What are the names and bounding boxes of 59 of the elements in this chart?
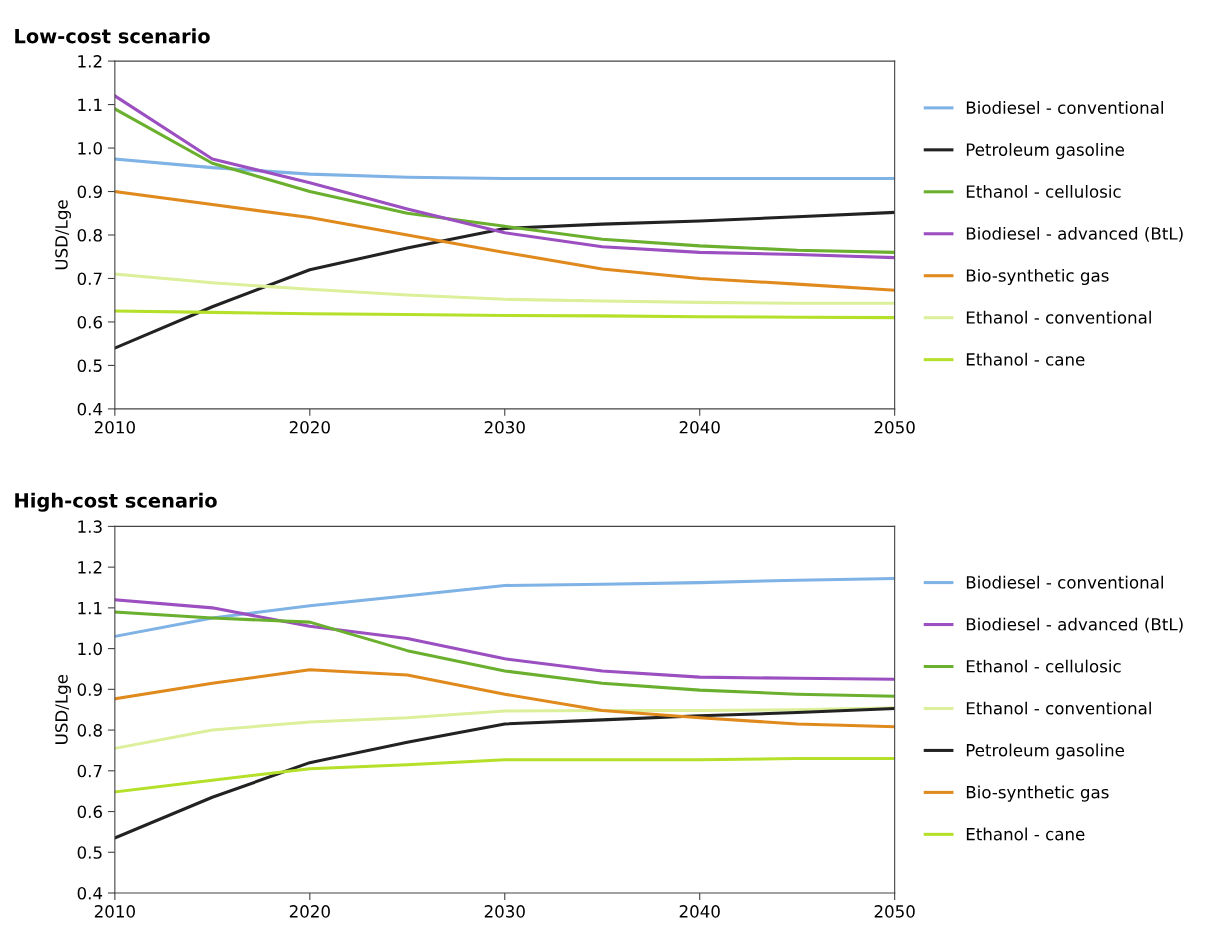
y-tick-label: 0.8	[77, 724, 102, 737]
y-tick-label: 0.9	[77, 185, 102, 199]
y-tick-label: 1.3	[78, 520, 102, 533]
y-tick-label: 0.4	[77, 402, 103, 416]
y-tick-label: 1.0	[78, 642, 102, 656]
y-tick-label: 1.2	[78, 55, 102, 68]
x-tick-label: 2050	[874, 905, 915, 918]
x-tick-label: 2040	[679, 905, 720, 918]
line-series	[114, 577, 895, 638]
line-series	[114, 309, 895, 320]
legend-label: Ethanol - cane	[966, 827, 1085, 841]
y-tick-label: 0.6	[77, 805, 102, 819]
x-tick-label: 2030	[484, 905, 525, 918]
x-tick-label: 2020	[289, 421, 330, 434]
legend-label: Ethanol - conventional	[966, 701, 1151, 715]
y-tick-label: 1.1	[78, 602, 102, 615]
line-series	[114, 706, 895, 750]
legend-label: Biodiesel - conventional	[966, 575, 1163, 589]
line-series	[114, 757, 895, 794]
y-tick-label: 0.5	[77, 846, 102, 859]
line-series	[114, 190, 895, 292]
legend-label: Petroleum gasoline	[966, 143, 1125, 160]
y-tick-label: 0.6	[77, 315, 102, 329]
line-series	[114, 157, 895, 181]
legend-label: Bio-synthetic gas	[966, 785, 1109, 802]
x-tick-label: 2020	[289, 905, 330, 918]
legend-label: Biodiesel - advanced (BtL)	[966, 226, 1183, 242]
y-tick-label: 0.7	[77, 272, 102, 286]
line-series	[114, 706, 895, 840]
legend-label: Ethanol - cellulosic	[966, 184, 1121, 198]
chart-title: High-cost scenario	[15, 492, 217, 512]
legend-label: Bio-synthetic gas	[966, 268, 1109, 286]
legend-label: Petroleum gasoline	[966, 743, 1125, 760]
legend-label: Ethanol - cane	[966, 352, 1085, 366]
chart-title: Low-cost scenario	[15, 28, 210, 44]
line-series	[114, 610, 895, 698]
x-tick-label: 2010	[94, 905, 135, 918]
y-axis-title: USD/Lge	[55, 674, 71, 744]
line-series	[114, 272, 895, 305]
x-tick-label: 2050	[874, 421, 915, 434]
y-tick-label: 1.2	[78, 561, 102, 574]
legend-label: Biodiesel - conventional	[966, 101, 1163, 114]
legend-label: Ethanol - cellulosic	[966, 659, 1121, 673]
legend-label: Ethanol - conventional	[966, 310, 1151, 324]
y-tick-label: 0.9	[77, 683, 102, 696]
y-tick-label: 0.7	[77, 764, 102, 778]
y-axis-title: USD/Lge	[55, 200, 71, 270]
x-tick-label: 2010	[94, 421, 135, 434]
line-series	[114, 598, 895, 681]
y-tick-label: 1.1	[78, 98, 102, 111]
line-series	[114, 210, 895, 350]
y-tick-label: 0.5	[77, 359, 102, 372]
y-tick-label: 0.4	[77, 886, 103, 900]
y-tick-label: 0.8	[77, 228, 102, 242]
y-tick-label: 1.0	[78, 142, 102, 155]
legend-label: Biodiesel - advanced (BtL)	[966, 617, 1183, 633]
x-tick-label: 2040	[679, 421, 720, 434]
line-series	[114, 668, 895, 729]
x-tick-label: 2030	[484, 421, 525, 434]
